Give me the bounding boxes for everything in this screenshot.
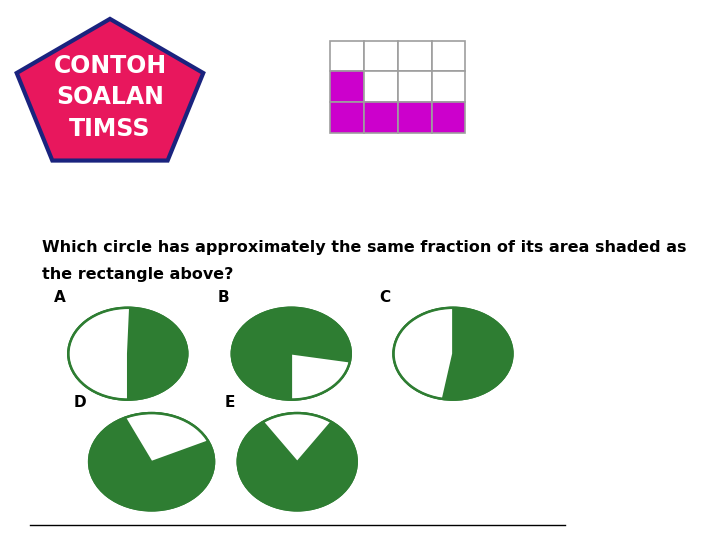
Bar	[364, 71, 397, 102]
Ellipse shape	[238, 413, 356, 510]
Polygon shape	[292, 354, 350, 400]
Ellipse shape	[89, 413, 214, 510]
Text: D: D	[73, 395, 86, 410]
Polygon shape	[125, 413, 208, 462]
Bar	[397, 102, 431, 133]
Polygon shape	[17, 19, 203, 160]
Bar	[431, 40, 465, 71]
Text: B: B	[217, 290, 229, 305]
Ellipse shape	[68, 308, 187, 400]
Bar	[330, 102, 364, 133]
Text: A: A	[53, 290, 66, 305]
Text: CONTOH
SOALAN
TIMSS: CONTOH SOALAN TIMSS	[53, 53, 166, 141]
Bar	[330, 40, 364, 71]
Bar	[330, 71, 364, 102]
Text: Which circle has approximately the same fraction of its area shaded as: Which circle has approximately the same …	[42, 240, 686, 255]
Ellipse shape	[394, 308, 513, 400]
Text: E: E	[225, 395, 235, 410]
Bar	[397, 40, 431, 71]
Bar	[364, 102, 397, 133]
Bar	[364, 40, 397, 71]
Text: C: C	[379, 290, 390, 305]
Polygon shape	[68, 308, 130, 400]
Bar	[431, 71, 465, 102]
Polygon shape	[263, 413, 331, 462]
Polygon shape	[394, 308, 453, 399]
Bar	[397, 71, 431, 102]
Bar	[431, 102, 465, 133]
Ellipse shape	[232, 308, 351, 400]
Text: the rectangle above?: the rectangle above?	[42, 267, 233, 282]
